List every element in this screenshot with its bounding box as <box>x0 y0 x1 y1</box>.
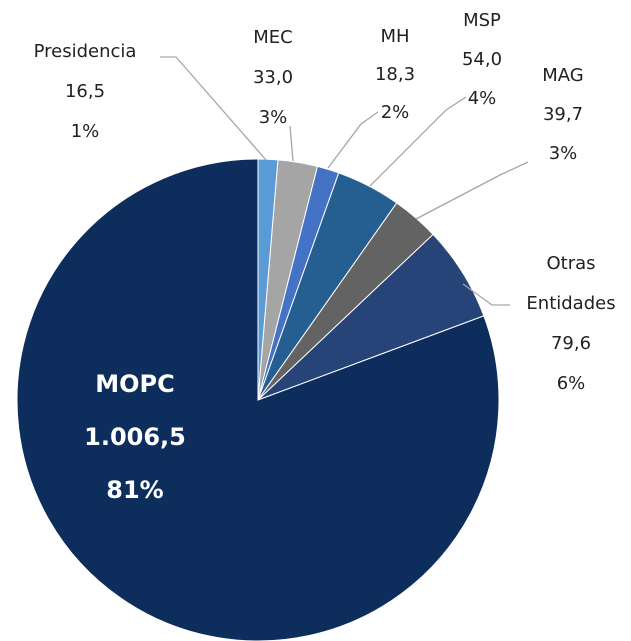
label-percent: 3% <box>548 143 578 164</box>
label-percent: 4% <box>467 88 497 109</box>
data-label: MOPC 1.006,5 81% <box>35 358 235 517</box>
leader-line <box>327 111 379 169</box>
label-value: 1.006,5 <box>84 423 186 451</box>
leader-line <box>289 125 294 162</box>
label-percent: 3% <box>258 107 288 128</box>
leader-line <box>415 161 529 220</box>
label-category: MSP <box>463 10 501 31</box>
label-category: MAG <box>542 65 584 86</box>
data-label: MH 18,3 2% <box>365 18 425 132</box>
label-category: Otras Entidades <box>526 253 616 314</box>
leader-line <box>462 283 510 306</box>
label-category: MEC <box>253 27 293 48</box>
label-value: 16,5 <box>64 81 106 102</box>
data-label: MEC 33,0 3% <box>243 18 303 138</box>
label-percent: 2% <box>380 102 410 123</box>
label-value: 54,0 <box>461 49 503 70</box>
label-value: 18,3 <box>374 64 416 85</box>
label-percent: 81% <box>106 476 164 504</box>
label-category: MOPC <box>95 370 175 398</box>
leader-line <box>369 96 467 187</box>
leader-line <box>160 56 267 161</box>
label-percent: 1% <box>70 121 100 142</box>
data-label: Otras Entidades 79,6 6% <box>511 244 631 404</box>
label-value: 79,6 <box>550 333 592 354</box>
label-category: MH <box>380 26 410 47</box>
data-label: MSP 54,0 4% <box>447 1 517 118</box>
data-label: MAG 39,7 3% <box>542 56 584 173</box>
label-value: 39,7 <box>542 104 584 125</box>
label-category: Presidencia <box>33 41 137 62</box>
data-label: Presidencia 16,5 1% <box>5 32 165 152</box>
label-value: 33,0 <box>252 67 294 88</box>
label-percent: 6% <box>556 373 586 394</box>
pie-slice <box>16 158 500 641</box>
